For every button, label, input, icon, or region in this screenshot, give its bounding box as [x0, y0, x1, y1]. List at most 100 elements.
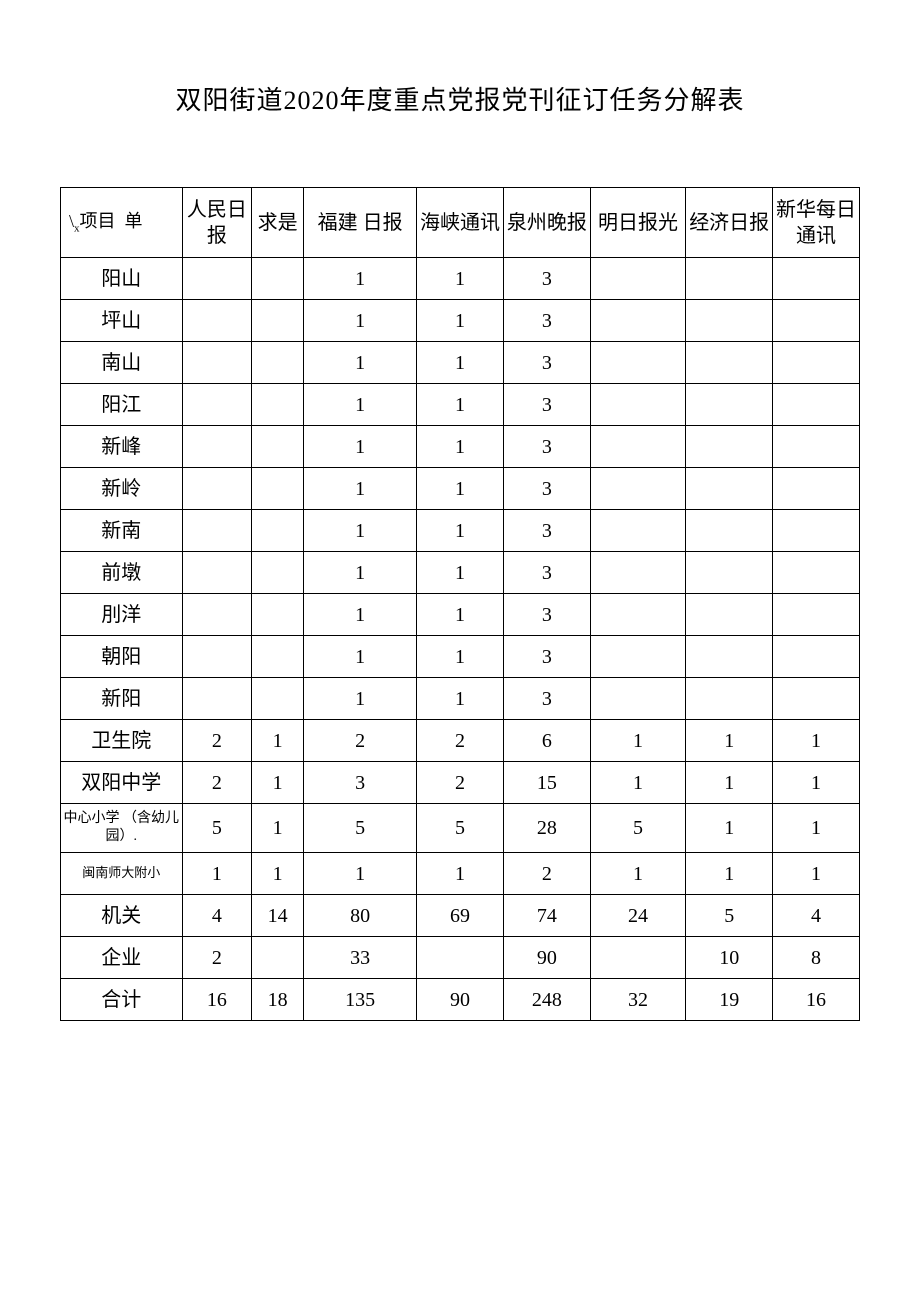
table-cell — [686, 510, 773, 552]
table-cell: 5 — [590, 804, 686, 853]
table-cell: 1 — [182, 853, 251, 895]
table-cell: 3 — [503, 426, 590, 468]
table-cell: 1 — [304, 258, 417, 300]
table-row: 新阳113 — [61, 678, 860, 720]
table-row: 双阳中学213215111 — [61, 762, 860, 804]
table-cell: 1 — [417, 678, 504, 720]
row-label: 刖洋 — [61, 594, 183, 636]
table-cell — [590, 384, 686, 426]
table-cell: 6 — [503, 720, 590, 762]
table-cell: 4 — [182, 895, 251, 937]
col-header-6: 经济日报 — [686, 188, 773, 258]
table-cell — [773, 342, 860, 384]
table-cell: 3 — [503, 678, 590, 720]
table-cell: 28 — [503, 804, 590, 853]
table-cell: 14 — [252, 895, 304, 937]
table-row: 新南113 — [61, 510, 860, 552]
table-cell: 248 — [503, 979, 590, 1021]
row-label: 闽南师大附小 — [61, 853, 183, 895]
table-row: 前墩113 — [61, 552, 860, 594]
table-cell — [590, 426, 686, 468]
table-cell: 1 — [304, 342, 417, 384]
table-header-row: \x项目 单 人民日报 求是 福建 日报 海峡通讯 泉州晚报 明日报光 经济日报… — [61, 188, 860, 258]
table-cell: 90 — [417, 979, 504, 1021]
table-cell — [182, 258, 251, 300]
table-cell: 3 — [503, 300, 590, 342]
table-cell: 3 — [503, 552, 590, 594]
table-cell — [686, 678, 773, 720]
table-cell — [252, 426, 304, 468]
table-cell: 3 — [304, 762, 417, 804]
row-label: 朝阳 — [61, 636, 183, 678]
table-row: 闽南师大附小11112111 — [61, 853, 860, 895]
table-cell — [590, 594, 686, 636]
table-cell: 1 — [773, 720, 860, 762]
table-cell: 1 — [304, 384, 417, 426]
table-cell: 10 — [686, 937, 773, 979]
table-cell: 15 — [503, 762, 590, 804]
row-label: 新岭 — [61, 468, 183, 510]
table-cell — [590, 937, 686, 979]
col-header-1: 求是 — [252, 188, 304, 258]
table-cell — [252, 510, 304, 552]
table-cell — [773, 594, 860, 636]
subscription-table: \x项目 单 人民日报 求是 福建 日报 海峡通讯 泉州晚报 明日报光 经济日报… — [60, 187, 860, 1021]
table-cell: 74 — [503, 895, 590, 937]
table-row: 新峰113 — [61, 426, 860, 468]
table-cell — [252, 384, 304, 426]
header-corner: \x项目 单 — [61, 188, 183, 258]
table-cell: 3 — [503, 258, 590, 300]
table-row: 坪山113 — [61, 300, 860, 342]
table-cell: 1 — [304, 853, 417, 895]
table-cell: 18 — [252, 979, 304, 1021]
row-label: 阳江 — [61, 384, 183, 426]
table-cell: 1 — [773, 853, 860, 895]
table-cell: 3 — [503, 594, 590, 636]
table-cell — [686, 342, 773, 384]
row-label: 机关 — [61, 895, 183, 937]
table-cell: 1 — [773, 762, 860, 804]
table-cell — [686, 552, 773, 594]
table-cell — [686, 468, 773, 510]
table-cell: 3 — [503, 636, 590, 678]
table-cell — [182, 426, 251, 468]
table-cell: 1 — [417, 426, 504, 468]
table-cell — [773, 258, 860, 300]
table-cell — [182, 678, 251, 720]
table-row: 企业23390108 — [61, 937, 860, 979]
table-cell — [686, 426, 773, 468]
table-cell: 19 — [686, 979, 773, 1021]
table-cell — [182, 300, 251, 342]
table-cell: 2 — [417, 762, 504, 804]
table-cell — [590, 300, 686, 342]
table-cell: 24 — [590, 895, 686, 937]
table-cell: 2 — [304, 720, 417, 762]
table-cell — [686, 258, 773, 300]
document-title: 双阳街道2020年度重点党报党刊征订任务分解表 — [60, 80, 860, 117]
table-cell: 1 — [417, 258, 504, 300]
table-cell — [773, 300, 860, 342]
table-cell — [686, 594, 773, 636]
table-cell — [686, 300, 773, 342]
table-cell: 1 — [417, 342, 504, 384]
table-cell: 1 — [773, 804, 860, 853]
table-cell: 1 — [304, 552, 417, 594]
row-label: 新阳 — [61, 678, 183, 720]
table-cell: 2 — [182, 937, 251, 979]
table-row: 阳江113 — [61, 384, 860, 426]
table-cell — [773, 636, 860, 678]
table-cell: 2 — [503, 853, 590, 895]
table-row: 新岭113 — [61, 468, 860, 510]
table-cell: 1 — [304, 300, 417, 342]
table-cell: 2 — [182, 720, 251, 762]
table-cell — [252, 552, 304, 594]
table-cell: 1 — [304, 426, 417, 468]
table-cell: 80 — [304, 895, 417, 937]
table-cell — [590, 678, 686, 720]
table-cell — [773, 678, 860, 720]
table-cell: 1 — [417, 552, 504, 594]
table-cell: 3 — [503, 384, 590, 426]
table-row: 刖洋113 — [61, 594, 860, 636]
table-cell — [773, 552, 860, 594]
table-cell — [590, 636, 686, 678]
